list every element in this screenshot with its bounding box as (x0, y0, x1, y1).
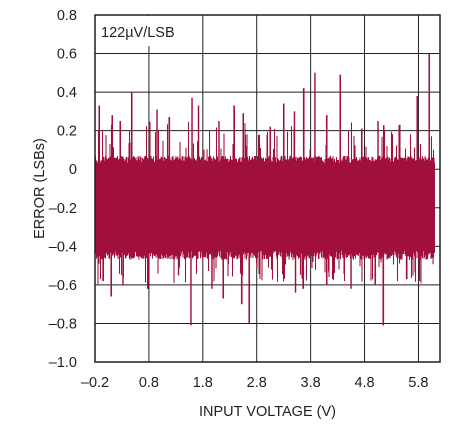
plot-frame (94, 14, 441, 363)
x-tick-label: 1.8 (193, 375, 213, 391)
y-tick-label: –0.8 (49, 316, 77, 332)
annotation-label: 122µV/LSB (101, 25, 175, 41)
y-tick-label: 0 (69, 162, 77, 178)
x-tick-label: 0.8 (139, 375, 159, 391)
x-axis-label: INPUT VOLTAGE (V) (199, 404, 336, 420)
x-tick-labels: –0.2 0.8 1.8 2.8 3.8 4.8 5.8 (81, 375, 429, 391)
series-error (94, 53, 436, 326)
y-tick-label: –0.2 (49, 201, 77, 217)
y-tick-labels: –1.0 –0.8 –0.6 –0.4 –0.2 0 0.2 0.4 0.6 0.8 (49, 8, 77, 371)
x-tick-label: 4.8 (354, 375, 374, 391)
y-tick-label: 0.4 (57, 85, 77, 101)
x-tick-label: 3.8 (301, 375, 321, 391)
y-tick-label: 0.8 (57, 8, 77, 24)
x-tick-label: 2.8 (247, 375, 267, 391)
y-tick-label: 0.2 (57, 124, 77, 140)
y-tick-label: –1.0 (49, 355, 77, 371)
y-tick-label: 0.6 (57, 47, 77, 63)
y-tick-label: –0.6 (49, 278, 77, 294)
y-axis-label: ERROR (LSBs) (32, 138, 48, 239)
x-tick-label: 5.8 (408, 375, 428, 391)
annotation-box (96, 16, 188, 46)
x-tick-label: –0.2 (81, 375, 109, 391)
y-tick-label: –0.4 (49, 239, 77, 255)
